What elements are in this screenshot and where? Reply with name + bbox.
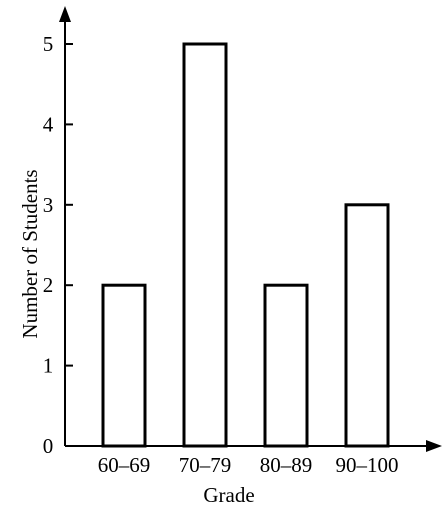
x-tick-label: 70–79 [179, 453, 232, 477]
y-tick-label: 4 [43, 112, 54, 136]
x-tick-label: 60–69 [98, 453, 151, 477]
y-tick-label: 1 [43, 354, 54, 378]
bar-2 [182, 42, 228, 448]
y-axis-arrow-icon [59, 6, 71, 22]
y-ticks: 0 1 2 3 4 5 [43, 32, 73, 458]
y-tick-label: 3 [43, 193, 54, 217]
y-axis-label: Number of Students [18, 169, 42, 338]
x-axis-label: Grade [203, 483, 254, 507]
x-ticks: 60–69 70–79 80–89 90–100 [98, 453, 399, 477]
x-axis-arrow-icon [426, 440, 442, 452]
y-tick-label: 5 [43, 32, 54, 56]
x-tick-label: 80–89 [260, 453, 313, 477]
y-tick-label: 2 [43, 273, 54, 297]
y-tick-label: 0 [43, 434, 54, 458]
bars [101, 42, 390, 448]
bar-1 [101, 283, 147, 448]
bar-3 [263, 283, 309, 448]
bar-4 [344, 203, 390, 448]
x-tick-label: 90–100 [336, 453, 399, 477]
